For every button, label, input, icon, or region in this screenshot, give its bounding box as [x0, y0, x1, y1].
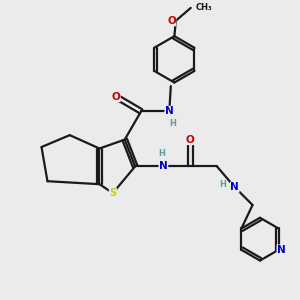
- Text: O: O: [167, 16, 176, 26]
- Text: H: H: [158, 149, 165, 158]
- Text: N: N: [159, 161, 168, 171]
- Text: O: O: [111, 92, 120, 101]
- Text: H: H: [169, 119, 176, 128]
- Text: N: N: [277, 245, 286, 255]
- Text: N: N: [165, 106, 174, 116]
- Text: O: O: [186, 135, 194, 145]
- Text: H: H: [219, 180, 226, 189]
- Text: CH₃: CH₃: [196, 3, 213, 12]
- Text: S: S: [109, 188, 116, 198]
- Text: N: N: [230, 182, 239, 192]
